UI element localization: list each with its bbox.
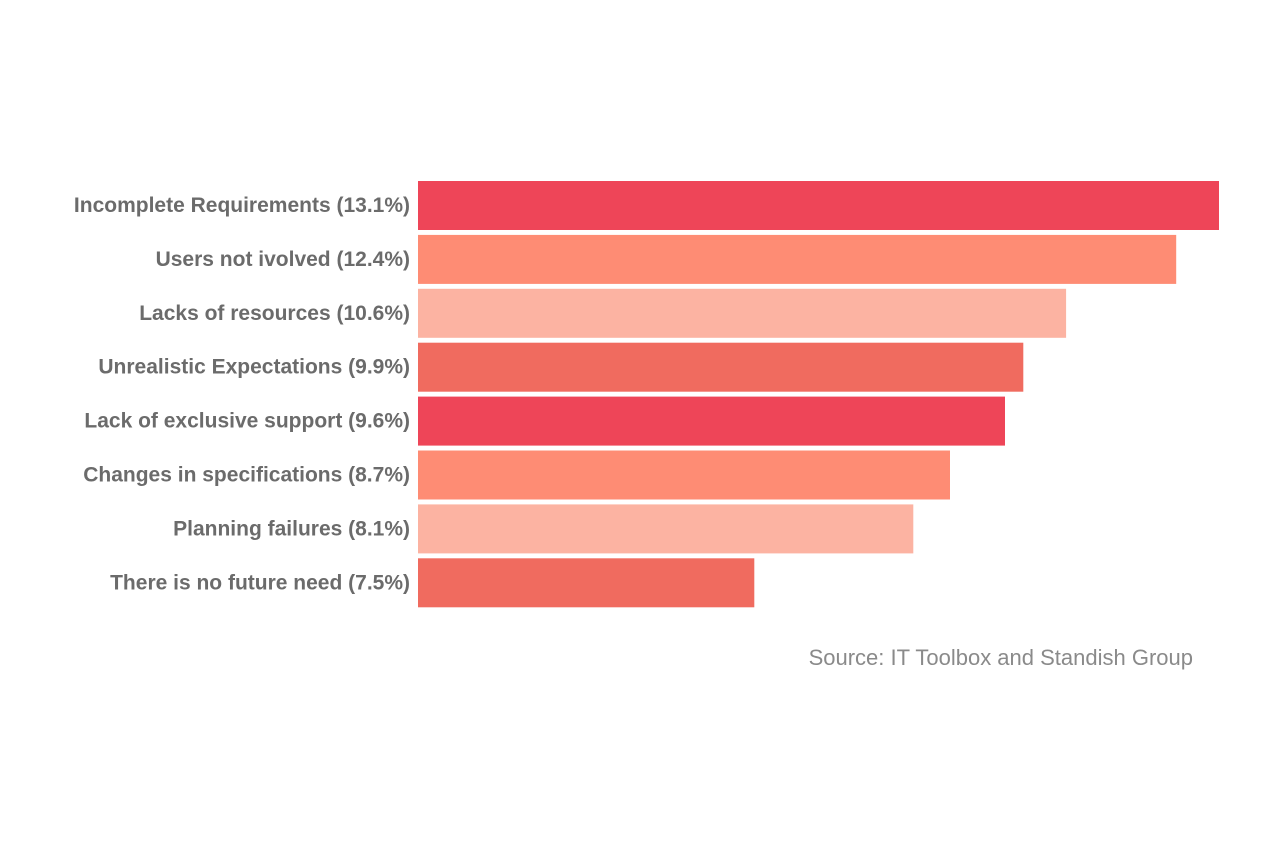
bar-4 [418,342,1024,392]
bar-1 [418,181,1219,230]
bar-label-2: Users not ivolved (12.4%) [156,248,410,271]
bar-label-7: Planning failures (8.1%) [173,517,410,540]
bar-label-8: There is no future need (7.5%) [110,571,410,594]
source-note: Source: IT Toolbox and Standish Group [808,645,1193,670]
bar-8 [418,558,755,608]
bar-label-1: Incomplete Requirements (13.1%) [74,194,410,217]
bar-label-5: Lack of exclusive support (9.6%) [84,410,410,433]
bar-5 [418,396,1005,446]
bar-label-6: Changes in specifications (8.7%) [83,464,410,487]
bar-7 [418,504,914,554]
bar-label-4: Unrealistic Expectations (9.9%) [98,356,410,379]
bar-label-3: Lacks of resources (10.6%) [139,302,410,325]
bar-6 [418,450,950,500]
bar-2 [418,234,1177,284]
bar-3 [418,288,1067,338]
